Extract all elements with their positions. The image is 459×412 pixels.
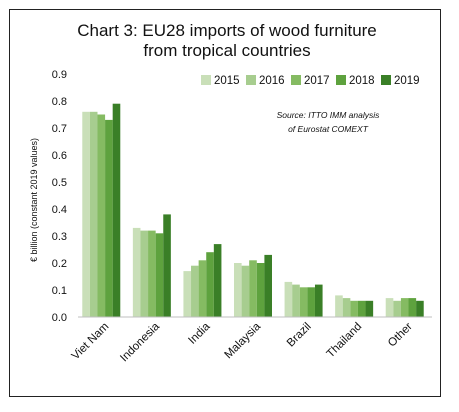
bars-group [82, 103, 424, 318]
legend-swatch [201, 75, 211, 85]
bar [314, 284, 323, 317]
category-label: Brazil [285, 321, 314, 350]
legend-label: 2018 [349, 75, 375, 87]
legend-swatch [246, 75, 256, 85]
y-tick-label: 0.8 [52, 96, 67, 108]
legend: 2015 2016 2017 2018 2019 [201, 75, 420, 87]
y-tick-label: 0.9 [52, 69, 67, 81]
y-axis-label: € billion (constant 2019 values) [29, 138, 39, 262]
bar [299, 287, 308, 317]
legend-swatch [381, 75, 391, 85]
bar [213, 244, 222, 317]
chart-title-line2: from tropical countries [143, 41, 310, 60]
bar [234, 263, 242, 317]
bar [335, 295, 343, 317]
legend-label: 2019 [394, 75, 420, 87]
category-label: Other [386, 321, 415, 350]
y-tick-label: 0.0 [52, 312, 67, 324]
legend-label: 2015 [214, 75, 240, 87]
bar [350, 300, 358, 317]
bar [105, 119, 113, 318]
bar [400, 298, 409, 317]
bar [140, 230, 149, 317]
bar [357, 300, 366, 317]
bar [148, 230, 156, 317]
category-labels: Viet Nam Indonesia India Malaysia Brazil Thai… [70, 320, 415, 364]
legend-swatch [336, 75, 346, 85]
bar [97, 114, 106, 317]
bar [256, 263, 265, 317]
y-tick-label: 0.2 [52, 258, 67, 270]
category-label: India [186, 320, 213, 347]
chart-frame [9, 9, 441, 397]
y-axis-ticks: 0.0 0.1 0.2 0.3 0.4 0.5 0.6 0.7 0.8 0.9 [52, 69, 67, 324]
bar [342, 298, 351, 317]
bar [82, 111, 90, 317]
bar [191, 265, 199, 317]
bar [307, 287, 315, 317]
category-label: Viet Nam [70, 321, 112, 363]
bar [264, 254, 272, 317]
category-label: Malaysia [223, 320, 264, 361]
bar [89, 111, 98, 317]
bar [385, 298, 394, 317]
source-note-line2: of Eurostat COMEXT [288, 124, 369, 134]
category-label: Indonesia [118, 320, 162, 364]
category-label: Thailand [325, 321, 365, 361]
legend-label: 2017 [304, 75, 330, 87]
bar [292, 284, 300, 317]
y-tick-label: 0.3 [52, 231, 67, 243]
bar [284, 281, 293, 317]
y-tick-label: 0.4 [52, 204, 67, 216]
chart-title-line1: Chart 3: EU28 imports of wood furniture [77, 21, 377, 40]
bar [132, 227, 141, 317]
bar [241, 265, 250, 317]
source-note-line1: Source: ITTO IMM analysis [277, 110, 381, 120]
bar [365, 300, 374, 317]
bar [249, 260, 257, 317]
legend-swatch [291, 75, 301, 85]
bar [408, 298, 417, 317]
bar [206, 252, 214, 317]
bar [183, 271, 192, 317]
bar [416, 300, 424, 317]
y-tick-label: 0.7 [52, 123, 67, 135]
bar [155, 233, 164, 317]
y-tick-label: 0.5 [52, 177, 67, 189]
y-tick-label: 0.6 [52, 150, 67, 162]
bar [112, 103, 121, 317]
bar [163, 214, 171, 317]
bar [198, 260, 207, 317]
y-tick-label: 0.1 [52, 285, 67, 297]
bar [393, 300, 401, 317]
legend-label: 2016 [259, 75, 285, 87]
